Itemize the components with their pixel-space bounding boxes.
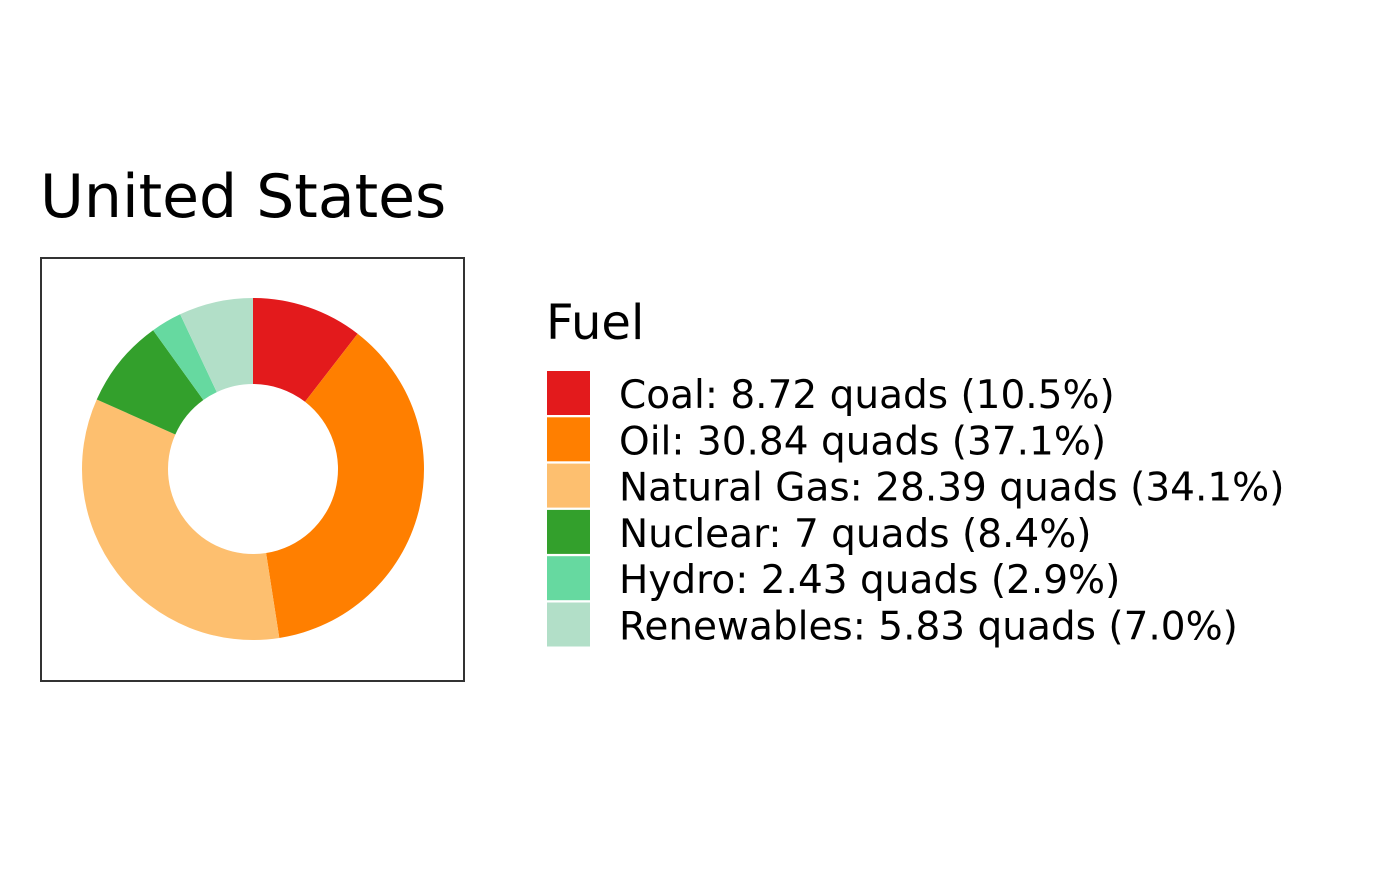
legend-key-oil [547,417,590,462]
legend-label-oil: Oil: 30.84 quads (37.1%) [619,419,1106,464]
legend-key-renewables [547,602,590,647]
legend-key-nuclear [547,509,590,554]
chart-title: United States [40,162,446,232]
legend-key-natural-gas [547,463,590,508]
legend-label-nuclear: Nuclear: 7 quads (8.4%) [619,512,1092,557]
legend-label-hydro: Hydro: 2.43 quads (2.9%) [619,558,1120,603]
legend-label-renewables: Renewables: 5.83 quads (7.0%) [619,605,1238,650]
slice-renewables [180,298,253,393]
donut-slices [82,298,424,641]
slice-hydro [153,314,217,401]
slice-oil [266,333,424,638]
slice-coal [253,298,358,402]
legend-title: Fuel [546,295,644,351]
legend-key-coal [547,371,590,415]
legend-label-natural-gas: Natural Gas: 28.39 quads (34.1%) [619,466,1284,511]
legend-key-hydro [547,556,590,601]
legend-label-coal: Coal: 8.72 quads (10.5%) [619,373,1115,418]
legend: Coal: 8.72 quads (10.5%)Oil: 30.84 quads… [547,371,1284,650]
slice-nuclear [96,330,204,435]
slice-natural-gas [82,399,280,641]
